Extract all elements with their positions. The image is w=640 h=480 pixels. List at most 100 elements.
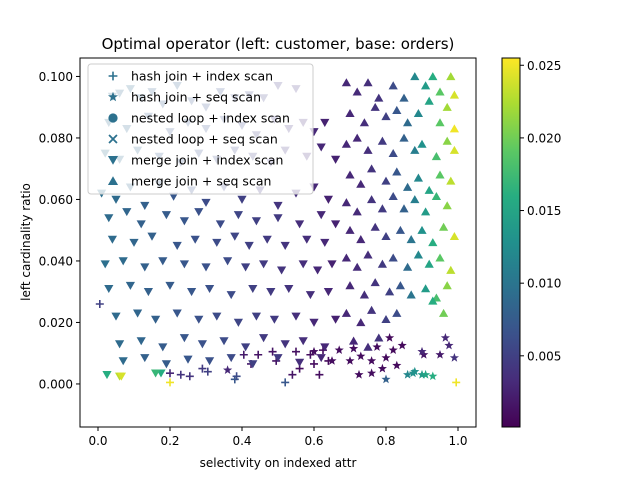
data-point [140,354,150,363]
data-point [292,347,300,356]
data-point [205,284,215,293]
data-point [165,281,175,290]
data-point [341,78,351,87]
data-point [439,222,449,231]
data-point [367,356,377,365]
data-point [392,105,402,114]
data-point [345,170,355,179]
data-point [280,241,290,250]
data-point [354,369,364,379]
data-point [403,262,413,271]
data-point [118,357,128,366]
data-point [125,281,135,290]
data-point [439,308,449,317]
data-point [356,351,366,361]
colorbar-ticks: 0.005 0.010 0.015 0.020 0.025 [520,59,561,363]
data-point [327,356,337,365]
data-point [100,260,110,269]
data-point [194,315,204,324]
x-tick-label: 0.6 [304,434,323,448]
data-point [381,315,391,324]
data-point [116,372,126,381]
data-point [284,284,294,293]
data-point [151,369,161,378]
data-point [136,337,146,346]
data-point [417,369,427,379]
legend-label: merge join + index scan [131,153,283,168]
data-point [309,318,319,327]
data-point [367,164,377,173]
data-point [341,308,351,317]
data-point [320,118,330,127]
data-point [241,343,251,352]
data-point [107,235,117,244]
data-point [440,333,450,342]
data-point [349,336,359,345]
data-point [166,378,174,387]
data-point [359,118,369,127]
colorbar-tick-label: 0.010 [527,277,561,291]
data-point [363,145,373,154]
data-point [367,305,377,314]
data-point [241,263,251,272]
data-point [435,253,445,262]
data-point [417,225,427,234]
data-point [288,370,297,379]
legend-label: hash join + seq scan [131,90,261,105]
legend-label: hash join + index scan [131,69,273,84]
data-point [239,350,248,359]
data-point [449,145,459,154]
data-point [295,358,305,367]
data-point [446,176,456,185]
legend-marker [108,113,118,123]
data-point [424,185,434,194]
data-point [377,204,387,213]
y-tick-label: 0.060 [39,193,73,207]
data-point [421,284,431,293]
data-point [316,143,326,152]
data-point [381,176,391,185]
legend: hash join + index scan hash join + seq sc… [87,63,314,195]
data-point [320,343,330,352]
data-point [341,253,351,262]
data-point [161,211,171,220]
data-point [381,112,391,121]
data-point [291,312,301,321]
data-point [388,253,398,262]
data-point [431,192,441,201]
legend-box [87,63,314,195]
data-point [352,207,362,216]
data-point [179,334,189,343]
data-point [305,291,315,300]
data-point [446,265,456,274]
legend-marker [107,176,119,186]
data-point [377,136,387,145]
data-point [298,260,308,269]
data-point [237,195,247,204]
data-point [359,290,369,299]
y-tick-label: 0.100 [39,70,73,84]
data-point [323,288,333,297]
data-point [444,340,454,350]
x-tick-label: 0.8 [376,434,395,448]
data-point [151,315,161,324]
data-point [424,259,434,268]
legend-marker [107,155,119,165]
data-point [397,340,407,350]
data-point [95,300,104,308]
data-point [212,238,222,247]
data-point [136,220,146,229]
data-point [356,235,366,244]
legend-marker [108,134,118,144]
data-point [374,333,384,342]
data-point [233,211,243,220]
data-point [417,346,427,356]
data-point [104,284,114,293]
data-point [205,357,215,366]
data-point [413,173,423,182]
data-point [176,370,185,379]
data-point [273,201,283,210]
data-point [435,170,445,179]
data-point [179,217,189,226]
